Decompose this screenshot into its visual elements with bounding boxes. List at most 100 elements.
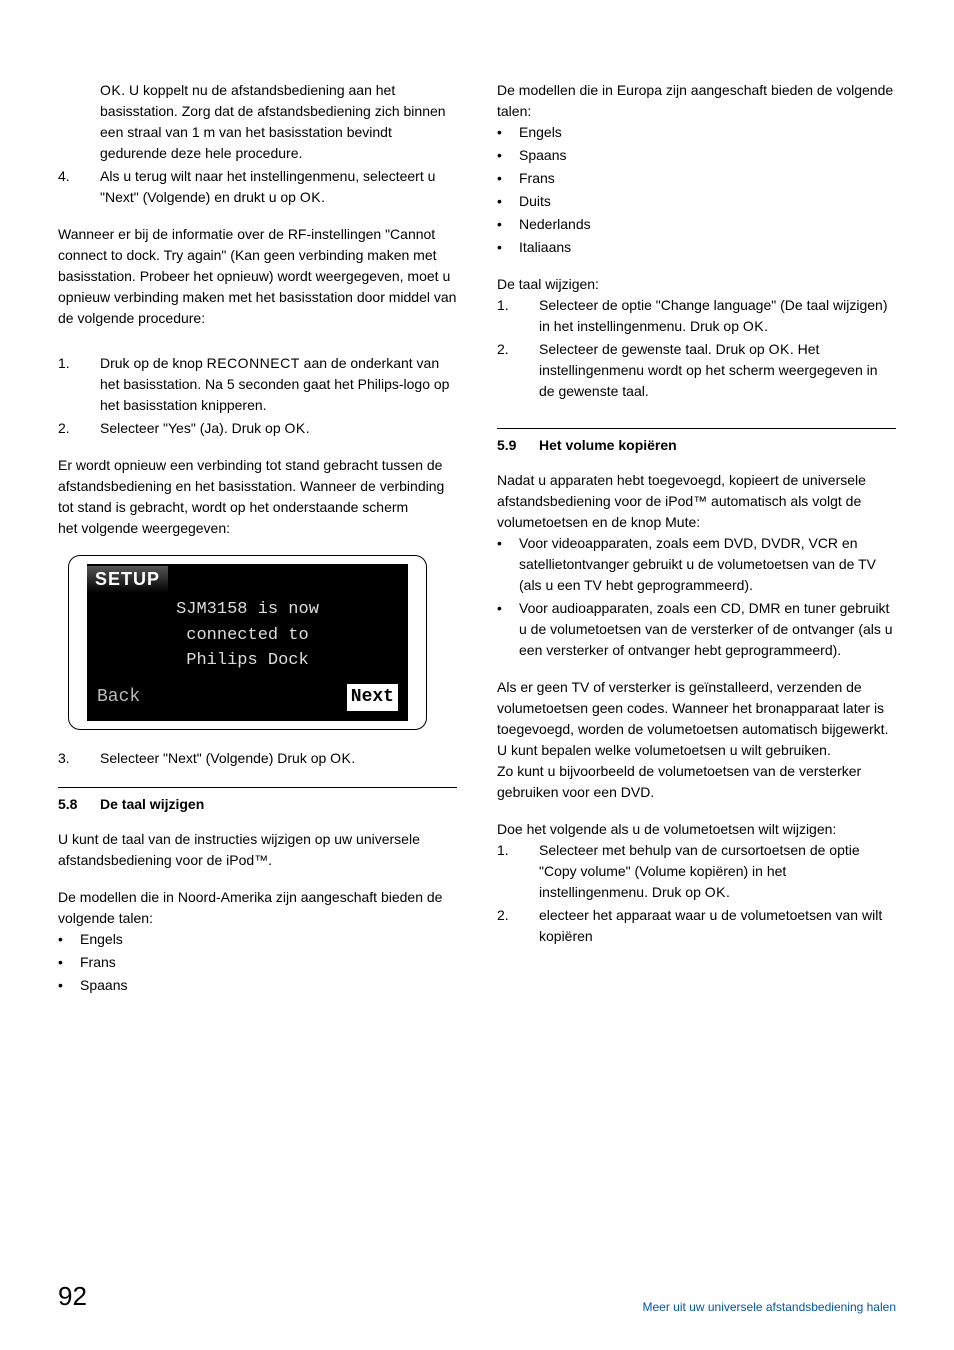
- step-list: 1. Selecteer met behulp van de cursortoe…: [497, 840, 896, 947]
- bullet-mark: •: [497, 214, 519, 235]
- list-item: OK. U koppelt nu de afstandsbediening aa…: [58, 80, 457, 164]
- list-body: Selecteer "Yes" (Ja). Druk op OK.: [100, 418, 457, 439]
- section-num: 5.9: [497, 435, 539, 456]
- list-item: 1. Selecteer met behulp van de cursortoe…: [497, 840, 896, 903]
- list-body: Als u terug wilt naar het instellingenme…: [100, 166, 457, 208]
- bullet-body: Voor videoapparaten, zoals eem DVD, DVDR…: [519, 533, 896, 596]
- bullet-body: Frans: [80, 952, 457, 973]
- bullet-item: •Voor audioapparaten, zoals een CD, DMR …: [497, 598, 896, 661]
- right-column: De modellen die in Europa zijn aangescha…: [497, 80, 896, 998]
- bullet-mark: •: [497, 533, 519, 596]
- page-columns: OK. U koppelt nu de afstandsbediening aa…: [58, 80, 896, 998]
- page-footer: 92 Meer uit uw universele afstandsbedien…: [58, 1277, 896, 1316]
- setup-line: SJM3158 is now: [87, 597, 408, 623]
- paragraph: U kunt de taal van de instructies wijzig…: [58, 829, 457, 871]
- setup-line: Philips Dock: [87, 648, 408, 674]
- section-num: 5.8: [58, 794, 100, 815]
- setup-footer: Back Next: [87, 674, 408, 713]
- list-num: 2.: [58, 418, 100, 439]
- section-heading-58: 5.8 De taal wijzigen: [58, 787, 457, 815]
- bullet-body: Spaans: [80, 975, 457, 996]
- list-num: 1.: [497, 840, 539, 903]
- paragraph: Doe het volgende als u de volumetoetsen …: [497, 819, 896, 840]
- bullet-mark: •: [58, 929, 80, 950]
- paragraph: De modellen die in Europa zijn aangescha…: [497, 80, 896, 122]
- bullet-item: •Spaans: [58, 975, 457, 996]
- list-item: 2. Selecteer "Yes" (Ja). Druk op OK.: [58, 418, 457, 439]
- bullet-mark: •: [497, 168, 519, 189]
- step-list: 1. Selecteer de optie "Change language" …: [497, 295, 896, 402]
- list-body: Selecteer "Next" (Volgende) Druk op OK.: [100, 748, 457, 769]
- bullet-body: Engels: [80, 929, 457, 950]
- bullet-body: Duits: [519, 191, 896, 212]
- bullet-body: Nederlands: [519, 214, 896, 235]
- bullet-body: Frans: [519, 168, 896, 189]
- list-body: Selecteer de gewenste taal. Druk op OK. …: [539, 339, 896, 402]
- bullet-item: •Duits: [497, 191, 896, 212]
- bullet-mark: •: [497, 237, 519, 258]
- bullet-mark: •: [58, 975, 80, 996]
- list-num: 2.: [497, 339, 539, 402]
- bullet-mark: •: [58, 952, 80, 973]
- paragraph: Wanneer er bij de informatie over de RF-…: [58, 224, 457, 329]
- paragraph: Nadat u apparaten hebt toegevoegd, kopie…: [497, 470, 896, 533]
- bullet-body: Engels: [519, 122, 896, 143]
- list-item: 1. Druk op de knop RECONNECT aan de onde…: [58, 353, 457, 416]
- list-num: 2.: [497, 905, 539, 947]
- bullet-list: •Engels•Frans•Spaans: [58, 929, 457, 996]
- list-item: 3. Selecteer "Next" (Volgende) Druk op O…: [58, 748, 457, 769]
- list-item: 2. Selecteer de gewenste taal. Druk op O…: [497, 339, 896, 402]
- bullet-list: •Engels•Spaans•Frans•Duits•Nederlands•It…: [497, 122, 896, 258]
- setup-screen-mock: SETUP SJM3158 is now connected to Philip…: [68, 555, 427, 730]
- list-body: OK. U koppelt nu de afstandsbediening aa…: [100, 80, 457, 164]
- bullet-mark: •: [497, 598, 519, 661]
- list-body: Druk op de knop RECONNECT aan de onderka…: [100, 353, 457, 416]
- paragraph: De modellen die in Noord-Amerika zijn aa…: [58, 887, 457, 929]
- step-list-2: 1. Druk op de knop RECONNECT aan de onde…: [58, 353, 457, 439]
- bullet-item: •Engels: [58, 929, 457, 950]
- paragraph: Er wordt opnieuw een verbinding tot stan…: [58, 455, 457, 518]
- list-item: 1. Selecteer de optie "Change language" …: [497, 295, 896, 337]
- paragraph: Zo kunt u bijvoorbeeld de volumetoetsen …: [497, 761, 896, 803]
- bullet-body: Voor audioapparaten, zoals een CD, DMR e…: [519, 598, 896, 661]
- setup-title: SETUP: [87, 566, 168, 593]
- bullet-item: •Frans: [497, 168, 896, 189]
- list-num: 3.: [58, 748, 100, 769]
- bullet-item: •Nederlands: [497, 214, 896, 235]
- setup-next: Next: [347, 684, 398, 711]
- bullet-mark: •: [497, 145, 519, 166]
- setup-line: connected to: [87, 623, 408, 649]
- list-body: electeer het apparaat waar u de volumeto…: [539, 905, 896, 947]
- section-title: De taal wijzigen: [100, 794, 204, 815]
- step-list-1: OK. U koppelt nu de afstandsbediening aa…: [58, 80, 457, 208]
- bullet-body: Spaans: [519, 145, 896, 166]
- bullet-mark: •: [497, 191, 519, 212]
- footer-section-link: Meer uit uw universele afstandsbediening…: [643, 1298, 897, 1316]
- bullet-item: •Voor videoapparaten, zoals eem DVD, DVD…: [497, 533, 896, 596]
- paragraph: Als er geen TV of versterker is geïnstal…: [497, 677, 896, 761]
- list-body: Selecteer met behulp van de cursortoetse…: [539, 840, 896, 903]
- list-num: [58, 80, 100, 164]
- bullet-item: •Frans: [58, 952, 457, 973]
- paragraph: het volgende weergegeven:: [58, 518, 457, 539]
- setup-back: Back: [97, 684, 140, 711]
- list-body: Selecteer de optie "Change language" (De…: [539, 295, 896, 337]
- bullet-body: Italiaans: [519, 237, 896, 258]
- bullet-list: •Voor videoapparaten, zoals eem DVD, DVD…: [497, 533, 896, 661]
- bullet-mark: •: [497, 122, 519, 143]
- left-column: OK. U koppelt nu de afstandsbediening aa…: [58, 80, 457, 998]
- section-title: Het volume kopiëren: [539, 435, 677, 456]
- setup-inner: SETUP SJM3158 is now connected to Philip…: [87, 564, 408, 721]
- bullet-item: •Engels: [497, 122, 896, 143]
- list-num: 4.: [58, 166, 100, 208]
- bullet-item: •Italiaans: [497, 237, 896, 258]
- step-list-3: 3. Selecteer "Next" (Volgende) Druk op O…: [58, 748, 457, 769]
- paragraph: De taal wijzigen:: [497, 274, 896, 295]
- list-num: 1.: [497, 295, 539, 337]
- bullet-item: •Spaans: [497, 145, 896, 166]
- list-item: 2. electeer het apparaat waar u de volum…: [497, 905, 896, 947]
- section-heading-59: 5.9 Het volume kopiëren: [497, 428, 896, 456]
- page-number: 92: [58, 1277, 87, 1316]
- list-num: 1.: [58, 353, 100, 416]
- list-item: 4. Als u terug wilt naar het instellinge…: [58, 166, 457, 208]
